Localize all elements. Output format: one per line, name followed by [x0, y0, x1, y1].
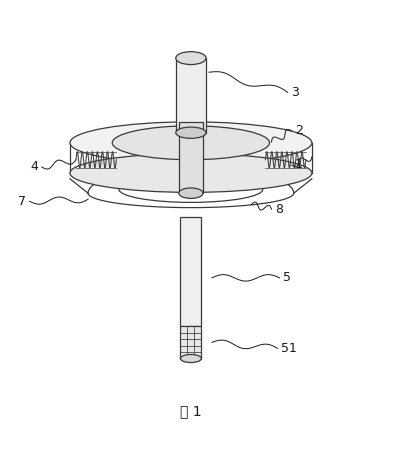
Text: 5: 5 [282, 271, 290, 284]
Ellipse shape [175, 52, 205, 64]
Bar [175, 58, 205, 133]
Text: 7: 7 [18, 195, 26, 208]
Text: 图 1: 图 1 [180, 404, 201, 418]
Bar [180, 218, 201, 326]
Ellipse shape [178, 188, 202, 199]
Bar [178, 122, 202, 193]
Ellipse shape [175, 127, 205, 138]
Text: 51: 51 [280, 342, 296, 355]
Text: 1: 1 [294, 158, 302, 171]
Text: 2: 2 [294, 124, 302, 137]
Ellipse shape [70, 154, 311, 193]
Ellipse shape [112, 126, 269, 160]
Bar [180, 326, 201, 358]
Text: 8: 8 [274, 203, 282, 216]
Ellipse shape [180, 355, 201, 363]
Text: 4: 4 [30, 161, 38, 174]
Ellipse shape [70, 122, 311, 164]
Text: 3: 3 [290, 86, 298, 99]
